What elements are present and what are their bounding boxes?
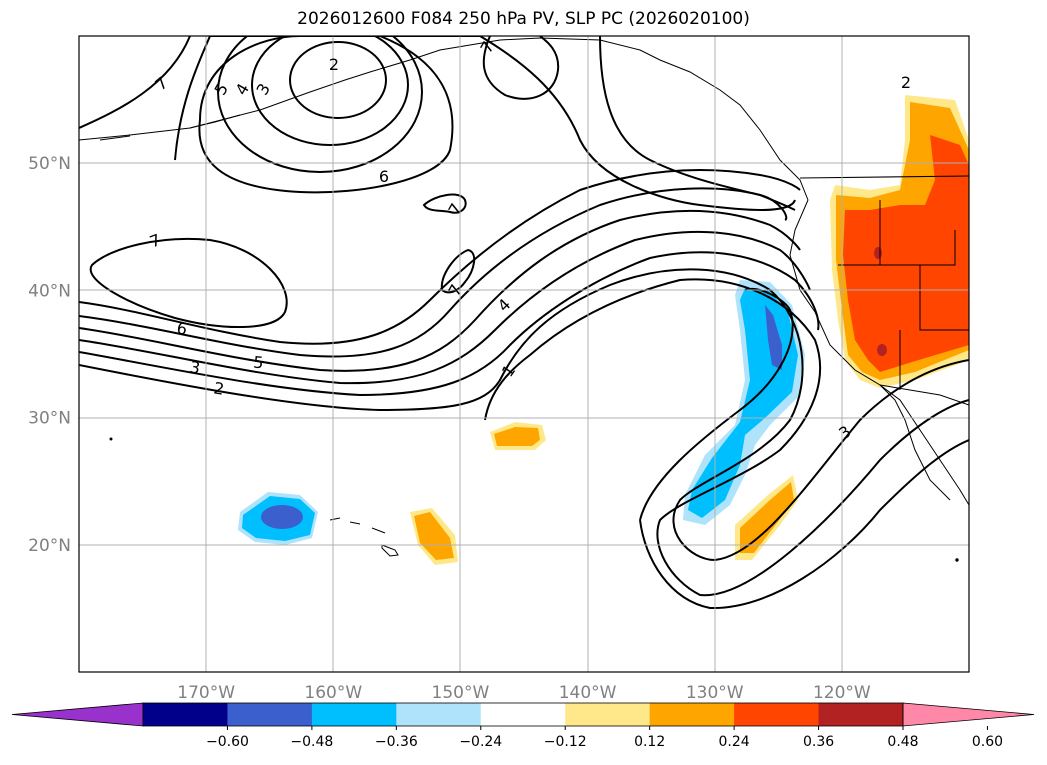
colorbar-tick-label: 0.36	[803, 734, 834, 750]
slp-contour-7-nw	[79, 36, 191, 129]
longitude-label: 140°W	[559, 683, 617, 703]
slp-contour-4-band	[79, 209, 801, 372]
border-canada-us	[799, 175, 969, 179]
pv-negative-streamer-core	[765, 305, 782, 370]
colorbar-tick-label: −0.48	[290, 734, 333, 750]
colorbar-tick-label: 0.60	[972, 734, 1003, 750]
coast-dot	[955, 558, 959, 562]
map-frame	[78, 35, 970, 673]
colorbar-tick-label: −0.24	[459, 734, 502, 750]
colorbar-tick-label: 0.48	[887, 734, 918, 750]
latitude-labels: 50°N 40°N 30°N 20°N	[28, 154, 71, 556]
colorbar-tick-label: 0.12	[634, 734, 665, 750]
longitude-label: 150°W	[432, 683, 490, 703]
coast-baja	[879, 384, 951, 501]
colorbar-segment	[565, 703, 651, 726]
map-title: 2026012600 F084 250 hPa PV, SLP PC (2026…	[297, 9, 750, 29]
longitude-label: 160°W	[304, 683, 362, 703]
coast-alaska	[79, 37, 809, 201]
longitude-label: 170°W	[177, 683, 235, 703]
colorbar-extend-max	[902, 702, 1035, 727]
colorbar-segment	[143, 703, 228, 726]
colorbar-segment	[818, 703, 904, 726]
map-background	[79, 36, 969, 672]
slp-contour-3-low	[251, 36, 409, 146]
colorbar-tick-label: −0.12	[544, 734, 587, 750]
coast-aleutian-b	[189, 114, 241, 129]
colorbar-segment	[480, 703, 566, 726]
slp-contour-2-low	[289, 41, 387, 119]
longitude-label: 120°W	[813, 683, 871, 703]
slp-contour-1-trough	[79, 268, 969, 562]
pv-positive-dark-2	[877, 344, 887, 356]
colorbar-segment	[311, 703, 397, 726]
pv-positive-central-orange	[494, 427, 540, 446]
colorbar: −0.60 −0.48 −0.36 −0.24 −0.12 0.12 0.24 0.36 0.4…	[11, 702, 1035, 750]
colorbar-segment	[734, 703, 820, 726]
coastlines	[79, 37, 969, 562]
slp-contour-5-low	[198, 36, 454, 194]
coast-dot	[109, 437, 113, 441]
colorbar-outline	[142, 702, 904, 727]
colorbar-segment	[649, 703, 735, 726]
slp-contour-2-band	[79, 251, 820, 397]
slp-contour-7-closed-b	[422, 193, 467, 214]
graticule	[79, 36, 969, 672]
coast-west-us	[789, 199, 969, 506]
colorbar-extend-min	[11, 702, 144, 727]
contour-label: 6	[379, 167, 389, 186]
longitude-label: 130°W	[686, 683, 744, 703]
latitude-label: 20°N	[28, 536, 71, 556]
longitude-labels: 170°W 160°W 150°W 140°W 130°W 120°W	[177, 683, 871, 703]
slp-contour-7-closed-a	[89, 237, 288, 328]
contour-label: 5	[253, 353, 265, 373]
slp-contour-3-trough	[639, 288, 969, 610]
slp-contour-6	[174, 36, 796, 211]
contour-label: 2	[212, 378, 225, 398]
slp-contour-3-band	[79, 230, 811, 385]
slp-contours	[79, 36, 969, 610]
colorbar-tick-label: 0.24	[719, 734, 750, 750]
pv-positive-southeast-orange	[740, 482, 794, 553]
contour-label: 2	[901, 73, 911, 92]
pv-positive-dark-1	[874, 247, 882, 259]
slp-contour-2-trough	[484, 278, 969, 597]
contour-label: 6	[175, 318, 188, 338]
latitude-label: 40°N	[28, 281, 71, 301]
colorbar-segment	[227, 703, 313, 726]
colorbar-tick-label: −0.36	[375, 734, 418, 750]
coast-hawaii	[329, 517, 399, 557]
border-states	[838, 200, 969, 390]
slp-contour-4-low	[217, 36, 423, 173]
slp-contour-6-band	[79, 169, 801, 345]
slp-contour-5-band	[79, 187, 796, 358]
colorbar-segment	[396, 703, 482, 726]
slp-contour-7-closed-c	[440, 248, 476, 294]
contour-label: 3	[188, 357, 201, 377]
coast-aleutian-a	[99, 135, 131, 141]
latitude-label: 50°N	[28, 154, 71, 174]
pv-positive-hawaii-orange	[414, 512, 454, 560]
pv-shading	[238, 95, 969, 565]
latitude-label: 30°N	[28, 409, 71, 429]
pv-positive-west-us-red	[843, 135, 969, 372]
pv-negative-west-core	[261, 505, 303, 529]
contour-label: 2	[329, 55, 339, 74]
slp-contour-7-east	[599, 36, 788, 221]
colorbar-tick-label: −0.60	[206, 734, 249, 750]
slp-contour-7-north	[482, 36, 560, 100]
